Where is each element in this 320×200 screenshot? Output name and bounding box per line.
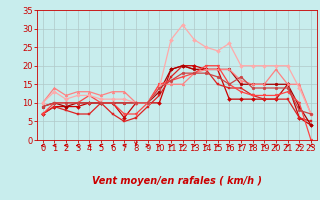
Text: Vent moyen/en rafales ( km/h ): Vent moyen/en rafales ( km/h ) xyxy=(92,176,262,186)
